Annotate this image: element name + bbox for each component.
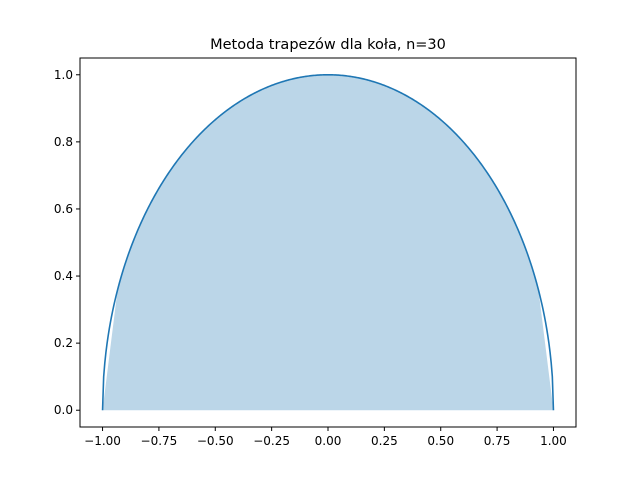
trapezoid-fill [102, 74, 554, 411]
x-tick-label: −0.50 [197, 434, 234, 448]
x-tick-label: 1.00 [540, 434, 567, 448]
y-tick-label: 0.8 [54, 135, 73, 149]
x-axis: −1.00 −0.75 −0.50 −0.25 0.00 0.25 0.50 0.75 1.00 [84, 427, 567, 448]
y-tick-label: 0.6 [54, 202, 73, 216]
y-tick-label: 0.0 [54, 403, 73, 417]
x-tick-label: −0.75 [141, 434, 178, 448]
chart-title: Metoda trapezów dla koła, n=30 [210, 37, 446, 53]
plot-area [101, 73, 555, 411]
y-axis: 0.0 0.2 0.4 0.6 0.8 1.0 [54, 68, 80, 417]
semicircle-line [101, 73, 555, 411]
x-tick-label: 0.75 [484, 434, 511, 448]
x-tick-label: 0.50 [427, 434, 454, 448]
y-tick-label: 1.0 [54, 68, 73, 82]
y-tick-label: 0.4 [54, 269, 73, 283]
x-tick-label: −0.25 [253, 434, 290, 448]
x-tick-label: 0.00 [315, 434, 342, 448]
y-tick-label: 0.2 [54, 336, 73, 350]
x-tick-label: 0.25 [371, 434, 398, 448]
x-tick-label: −1.00 [84, 434, 121, 448]
